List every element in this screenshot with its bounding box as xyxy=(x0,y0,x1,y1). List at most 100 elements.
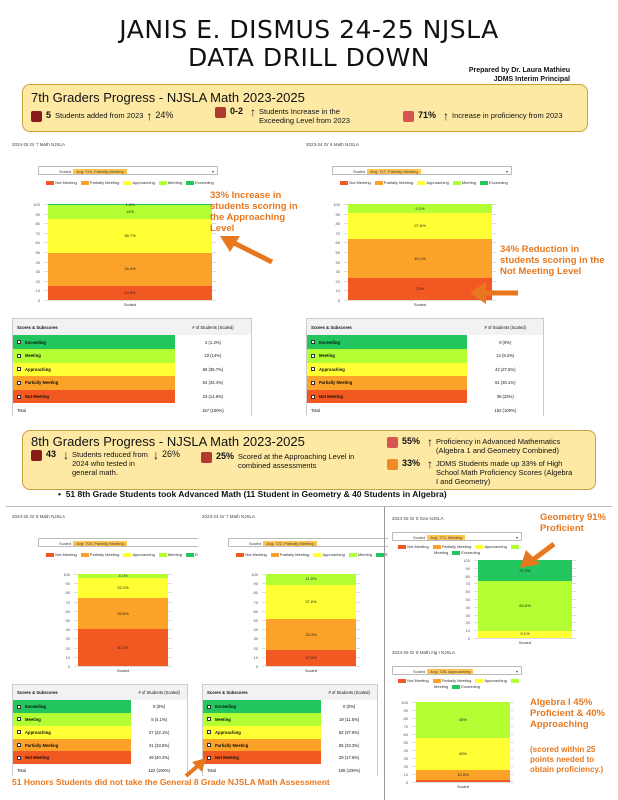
bar-segment xyxy=(266,619,356,650)
table-row: Approaching 62 (37.6%) xyxy=(203,725,377,739)
axis-tick-label: 100 xyxy=(401,700,408,705)
table-row: Meeting 5 (4.1%) xyxy=(13,713,187,726)
checkbox[interactable] xyxy=(311,394,315,399)
stacked-bar: 14.6% 34.4% 35.7% 14% 1.3% xyxy=(48,202,212,300)
checkbox[interactable] xyxy=(311,380,315,385)
bar-data-label: 9.1% xyxy=(520,631,530,637)
axis-tick-label: 0 xyxy=(255,664,258,669)
axis-tick-label: 70 xyxy=(253,599,258,605)
checkbox[interactable] xyxy=(311,340,315,345)
checkbox[interactable] xyxy=(207,755,211,760)
chart-panel-title: 2023-24 Gr 7 Math NJSLA xyxy=(202,514,256,519)
legend-label: Not Meeting xyxy=(349,180,371,185)
scale-dropdown[interactable]: Scaled Avg: 771, Meeting ▾ xyxy=(392,532,522,541)
scale-dropdown[interactable]: Scaled Avg: 724, Partially Meeting ▾ xyxy=(38,166,218,175)
checkbox[interactable] xyxy=(17,755,21,760)
legend-label: Meeting xyxy=(434,550,449,555)
axis-tick-label: 100 xyxy=(463,558,470,563)
bar-data-label: 4.1% xyxy=(118,572,128,578)
legend-swatch xyxy=(46,552,55,557)
bar-data-label: 63.6% xyxy=(519,603,531,609)
axis-tick-label: 40 xyxy=(65,627,70,633)
grade7-banner: 7th Graders Progress - NJSLA Math 2023-2… xyxy=(22,84,588,132)
prepared-role: JDMS Interim Principal xyxy=(493,76,570,83)
axis-tick-label: 10 xyxy=(403,772,408,777)
axis-tick-label: 20 xyxy=(253,645,258,651)
stacked-bar: 9.1% 63.6% 27.3% xyxy=(478,560,572,638)
checkbox[interactable] xyxy=(17,340,21,345)
legend-swatch xyxy=(236,552,245,557)
bar-data-label: 14.6% xyxy=(124,290,136,295)
axis-tick-label: 60 xyxy=(35,240,40,246)
checkbox[interactable] xyxy=(207,743,211,748)
arrow-up-icon: ↑ xyxy=(427,457,434,471)
legend-label: Partially Meeting xyxy=(279,552,310,557)
scale-dropdown[interactable]: Scaled Avg: 726, Approaching ▾ xyxy=(392,666,522,675)
bar-data-label: 40.1% xyxy=(414,255,426,261)
checkbox[interactable] xyxy=(311,367,315,372)
bar-segment xyxy=(416,702,510,738)
legend-label: Approaching xyxy=(132,552,155,557)
axis-tick-label: 70 xyxy=(465,581,470,587)
legend-swatch xyxy=(186,180,195,185)
axis-tick-label: 60 xyxy=(403,732,408,737)
axis-tick-label: 40 xyxy=(35,259,40,265)
table-row: Meeting 19 (11.5%) xyxy=(203,713,377,726)
table-total-row: Total 157 (100%) xyxy=(13,403,251,417)
checkbox[interactable] xyxy=(17,717,21,722)
axis-tick-label: 70 xyxy=(35,230,40,236)
table-row: Approaching 42 (27.6%) xyxy=(307,362,543,377)
checkbox[interactable] xyxy=(207,730,211,735)
axis-tick-label: 40 xyxy=(465,604,470,610)
axis-tick-label: 0 xyxy=(67,664,70,669)
table-header: Scores & Subscores # of Students (Scaled) xyxy=(203,685,377,701)
checkbox[interactable] xyxy=(207,704,211,709)
bar-segment xyxy=(348,212,492,240)
table-row: Approaching 56 (35.7%) xyxy=(13,362,251,377)
x-axis-label: Scaled xyxy=(518,640,532,645)
checkbox[interactable] xyxy=(17,367,21,372)
bar-data-label: 40.2% xyxy=(117,644,129,650)
checkbox[interactable] xyxy=(17,394,21,399)
legend-label: Partially Meeting xyxy=(89,552,120,557)
grade8-title: 8th Graders Progress - NJSLA Math 2023-2… xyxy=(31,434,305,449)
legend-label: Not Meeting xyxy=(407,678,429,683)
callout-geometry: Geometry 91% Proficient xyxy=(540,512,607,534)
legend-swatch xyxy=(374,180,383,185)
callout-algebra: Algebra I 45% Proficient & 40% Approachi… xyxy=(530,697,605,730)
checkbox[interactable] xyxy=(17,730,21,735)
x-axis-label: Scaled xyxy=(304,668,318,673)
table-row: Meeting 14 (9.2%) xyxy=(307,348,543,363)
legend-swatch xyxy=(475,544,484,549)
checkbox[interactable] xyxy=(17,743,21,748)
checkbox[interactable] xyxy=(17,380,21,385)
legend-swatch xyxy=(510,544,519,549)
checkbox[interactable] xyxy=(17,353,21,358)
legend-label: Approaching xyxy=(484,678,507,683)
axis-tick-label: 20 xyxy=(465,620,470,626)
arrow-down-icon: ↓ xyxy=(63,448,70,462)
legend-swatch xyxy=(376,552,385,557)
chart-legend: Not Meeting Partially Meeting Approaching M… xyxy=(28,180,228,186)
checkbox[interactable] xyxy=(311,353,315,358)
chart-panel-title: 2024-25 Gr 7 Math NJSLA xyxy=(12,142,66,147)
axis-tick-label: 40 xyxy=(335,259,340,265)
checkbox[interactable] xyxy=(17,704,21,709)
arrow-left-icon xyxy=(520,542,556,568)
prepared-by: Prepared by Dr. Laura Mathieu xyxy=(468,67,570,74)
bar-data-label: 35.7% xyxy=(124,232,136,238)
arrow-left-icon xyxy=(220,236,274,265)
checkbox[interactable] xyxy=(207,717,211,722)
axis-tick-label: 0 xyxy=(37,298,40,303)
legend-swatch xyxy=(398,544,407,549)
x-axis-label: Scaled xyxy=(413,302,427,307)
axis-tick-label: 60 xyxy=(253,608,258,614)
bar-data-label: 23% xyxy=(415,285,424,291)
x-axis-label: Scaled xyxy=(116,668,130,673)
chart-panel: 2023-24 Gr 6 Math NJSLA Scaled Avg: 717, P… xyxy=(302,138,548,418)
bar-segment xyxy=(348,239,492,278)
table-row: Approaching 27 (22.1%) xyxy=(13,725,187,739)
scale-dropdown[interactable]: Scaled Avg: 717, Partially Meeting ▾ xyxy=(332,166,512,175)
